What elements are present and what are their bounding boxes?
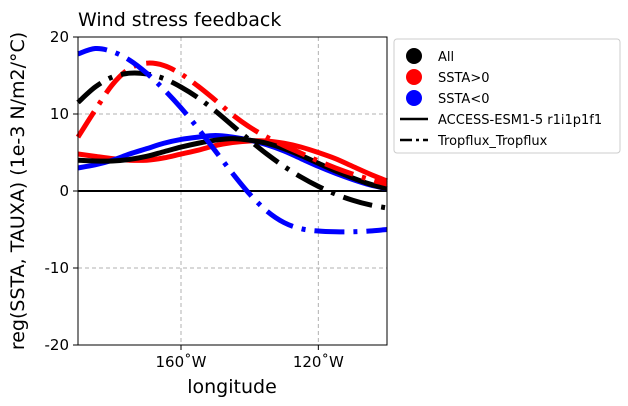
y-tick-label-4: -20: [45, 336, 70, 354]
x-tick-label-0: 160˚W: [156, 353, 207, 371]
y-tick-label-2: 0: [59, 182, 69, 200]
series-line-4-dashdot: [76, 70, 388, 211]
series-line-2-solid: [77, 136, 388, 192]
series-line-5-dashdot: [77, 45, 388, 235]
legend-label-3: ACCESS-ESM1-5 r1i1p1f1: [438, 113, 602, 128]
series-line-3-dashdot: [75, 60, 388, 187]
chart-title: Wind stress feedback: [78, 9, 281, 31]
y-tick-label-1: 10: [50, 105, 69, 123]
y-tick-label-3: -10: [45, 259, 70, 277]
y-axis-label: reg(SSTA, TAUXA) (1e-3 N/m2/°C): [7, 32, 29, 350]
x-tick-label-1: 120˚W: [293, 353, 344, 371]
x-axis-label: longitude: [187, 376, 277, 398]
series-layer: [75, 45, 388, 235]
legend-label-2: SSTA<0: [438, 92, 490, 107]
legend-items: All SSTA>0 SSTA<0 ACCESS-ESM1-5 r1i1p1f1 Tro…: [400, 48, 602, 149]
legend-box: [393, 38, 621, 154]
y-axis-ticks: 20 10 0 -10 -20: [45, 28, 78, 354]
x-axis-ticks: 160˚W 120˚W: [156, 345, 344, 371]
legend-marker-1: [406, 69, 422, 85]
legend: All SSTA>0 SSTA<0 ACCESS-ESM1-5 r1i1p1f1 Tro…: [393, 38, 621, 154]
legend-label-1: SSTA>0: [438, 71, 490, 86]
legend-label-4: Tropflux_Tropflux: [437, 134, 548, 149]
legend-marker-2: [406, 90, 422, 106]
legend-marker-0: [406, 48, 422, 64]
y-tick-label-0: 20: [50, 28, 69, 46]
legend-label-0: All: [438, 50, 454, 65]
